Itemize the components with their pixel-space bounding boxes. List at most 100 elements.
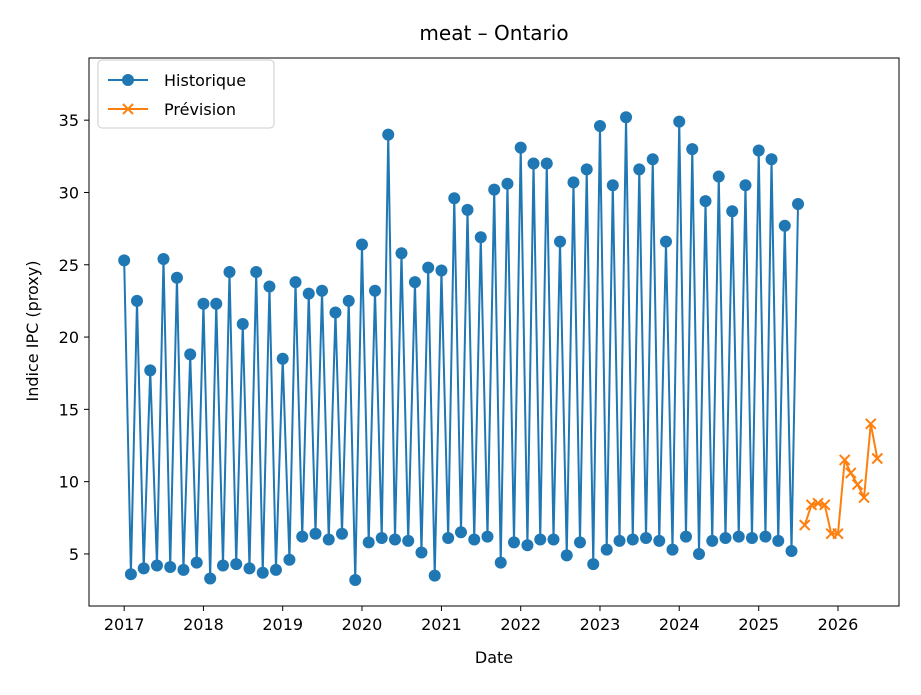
- series-historique-point: [554, 235, 567, 248]
- series-historique-point: [739, 179, 752, 192]
- series-historique-point: [184, 348, 197, 361]
- plot-frame: [88, 57, 900, 607]
- series-historique-point: [468, 533, 481, 546]
- series-historique-point: [250, 265, 263, 278]
- legend: Historique Prévision: [97, 59, 275, 129]
- x-tick-label: 2022: [500, 615, 541, 634]
- x-tick-label: 2018: [183, 615, 224, 634]
- series-historique-point: [263, 280, 276, 293]
- series-historique-point: [752, 144, 765, 157]
- y-axis-label: Indice IPC (proxy): [23, 261, 42, 402]
- series-prevision-point: [845, 467, 857, 479]
- series-historique-point: [118, 254, 131, 267]
- series-prevision-point: [799, 519, 811, 531]
- series-historique-point: [488, 183, 501, 196]
- series-historique-point: [428, 569, 441, 582]
- series-historique-point: [567, 176, 580, 189]
- series-historique-point: [137, 562, 150, 575]
- series-prevision-point: [871, 452, 883, 465]
- series-historique-point: [349, 573, 362, 586]
- legend-historique-marker: [122, 74, 134, 86]
- x-tick-label: 2025: [738, 615, 779, 634]
- series-prevision-point: [858, 491, 870, 504]
- series-historique-point: [296, 530, 309, 543]
- series-historique-point: [442, 532, 455, 545]
- series-historique-point: [600, 543, 613, 556]
- series-prevision-point: [839, 454, 851, 466]
- x-tick-label: 2026: [818, 615, 859, 634]
- series-historique-point: [461, 203, 474, 216]
- x-axis-label: Date: [475, 648, 513, 667]
- series-historique-point: [283, 553, 296, 566]
- series-historique-point: [316, 284, 329, 297]
- series-historique-point: [620, 111, 633, 124]
- series-prevision: [799, 418, 883, 540]
- series-historique-point: [726, 205, 739, 218]
- series-historique-point: [269, 563, 282, 576]
- series-historique-point: [699, 195, 712, 208]
- chart-title: meat – Ontario: [419, 21, 568, 45]
- axes: 2017 2018 2019 2020 2021 2022 2023 2024 2025 2026…: [59, 57, 900, 634]
- series-historique-point: [765, 153, 778, 166]
- series-historique-point: [732, 530, 745, 543]
- series-historique-point: [646, 153, 659, 166]
- series-historique-point: [210, 297, 223, 310]
- series-prevision-point: [851, 478, 864, 491]
- legend-prevision-marker: [122, 103, 134, 115]
- series-historique-point: [243, 562, 256, 575]
- series-historique-point: [521, 539, 534, 552]
- series-historique-point: [759, 530, 772, 543]
- series-historique: [118, 111, 805, 586]
- series-historique-point: [686, 143, 699, 156]
- series-historique-point: [415, 546, 428, 559]
- series-historique-point: [501, 177, 514, 190]
- series-historique-point: [289, 276, 302, 289]
- series-historique-point: [706, 534, 719, 547]
- series-historique-point: [164, 560, 177, 573]
- series-historique-point: [514, 141, 527, 154]
- series-historique-point: [540, 157, 553, 170]
- series-historique-point: [408, 276, 421, 289]
- series-historique-point: [606, 179, 619, 192]
- series-historique-point: [144, 364, 157, 377]
- series-historique-point: [236, 318, 249, 331]
- series-historique-point: [302, 287, 315, 300]
- series-historique-point: [693, 547, 705, 560]
- series-historique-point: [190, 556, 203, 569]
- series-historique-point: [527, 157, 540, 170]
- series-historique-point: [792, 198, 805, 211]
- series-historique-point: [626, 533, 639, 546]
- y-tick-label: 15: [59, 400, 79, 419]
- series-historique-point: [335, 527, 348, 540]
- y-tick-label: 5: [69, 545, 79, 564]
- series-historique-point: [375, 532, 388, 545]
- series-historique-point: [560, 549, 573, 562]
- series-historique-point: [481, 530, 494, 543]
- series-historique-point: [322, 533, 335, 546]
- series-historique-point: [745, 532, 758, 545]
- series-historique-point: [659, 235, 672, 248]
- series-historique-point: [382, 128, 395, 141]
- series-prevision-point: [865, 418, 877, 430]
- series-historique-point: [534, 533, 547, 546]
- series-prevision-point: [819, 499, 831, 511]
- series-historique-point: [587, 558, 600, 571]
- series-historique-point: [124, 568, 137, 581]
- series-historique-point: [785, 545, 798, 558]
- series-historique-point: [230, 558, 243, 571]
- y-tick-label: 35: [59, 111, 79, 130]
- series-historique-point: [309, 527, 322, 540]
- series-historique-point: [204, 572, 217, 585]
- series-historique-point: [256, 566, 269, 579]
- series-historique-point: [640, 532, 653, 545]
- y-tick-label: 10: [59, 473, 79, 492]
- series-historique-point: [276, 352, 289, 365]
- series-historique-point: [395, 247, 408, 260]
- series-historique-point: [633, 163, 646, 176]
- series-historique-point: [494, 556, 507, 569]
- series-historique-point: [448, 192, 461, 205]
- series-historique-point: [580, 163, 593, 176]
- legend-prevision-label: Prévision: [164, 100, 236, 119]
- series-historique-point: [613, 534, 626, 547]
